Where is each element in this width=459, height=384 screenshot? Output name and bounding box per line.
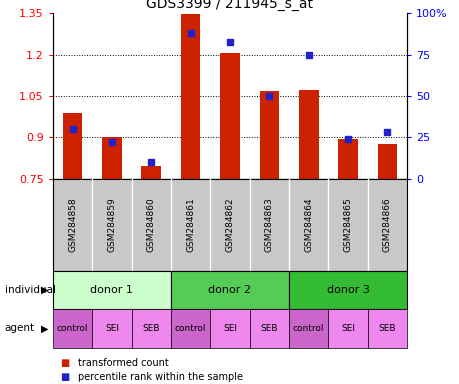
Bar bbox=[210, 309, 249, 348]
Text: ▶: ▶ bbox=[41, 323, 48, 333]
Text: control: control bbox=[174, 324, 206, 333]
Text: percentile rank within the sample: percentile rank within the sample bbox=[78, 372, 243, 382]
Text: donor 2: donor 2 bbox=[208, 285, 251, 295]
Text: donor 3: donor 3 bbox=[326, 285, 369, 295]
Text: SEB: SEB bbox=[378, 324, 395, 333]
Text: GSM284864: GSM284864 bbox=[303, 197, 313, 252]
Bar bbox=[53, 271, 171, 309]
Bar bbox=[259, 91, 279, 179]
Bar bbox=[288, 309, 328, 348]
Bar bbox=[298, 90, 318, 179]
Text: GSM284860: GSM284860 bbox=[146, 197, 156, 252]
Text: transformed count: transformed count bbox=[78, 358, 168, 368]
Text: GSM284863: GSM284863 bbox=[264, 197, 273, 252]
Text: SEB: SEB bbox=[260, 324, 278, 333]
Text: ▶: ▶ bbox=[41, 285, 48, 295]
Text: SEI: SEI bbox=[223, 324, 236, 333]
Bar bbox=[377, 144, 397, 179]
Text: donor 1: donor 1 bbox=[90, 285, 133, 295]
Text: control: control bbox=[57, 324, 88, 333]
Text: GSM284858: GSM284858 bbox=[68, 197, 77, 252]
Text: GSM284865: GSM284865 bbox=[343, 197, 352, 252]
Bar bbox=[62, 113, 82, 179]
Title: GDS3399 / 211945_s_at: GDS3399 / 211945_s_at bbox=[146, 0, 313, 11]
Bar bbox=[288, 271, 406, 309]
Text: SEI: SEI bbox=[340, 324, 354, 333]
Text: agent: agent bbox=[5, 323, 34, 333]
Bar bbox=[180, 14, 200, 179]
Text: GSM284862: GSM284862 bbox=[225, 197, 234, 252]
Bar bbox=[131, 309, 171, 348]
Bar bbox=[141, 166, 161, 179]
Bar bbox=[220, 53, 239, 179]
Bar bbox=[92, 309, 131, 348]
Text: individual: individual bbox=[5, 285, 56, 295]
Text: SEB: SEB bbox=[142, 324, 160, 333]
Text: control: control bbox=[292, 324, 324, 333]
Text: ■: ■ bbox=[60, 372, 69, 382]
Bar bbox=[171, 309, 210, 348]
Bar bbox=[171, 271, 288, 309]
Text: GSM284861: GSM284861 bbox=[186, 197, 195, 252]
Text: ■: ■ bbox=[60, 358, 69, 368]
Text: GSM284866: GSM284866 bbox=[382, 197, 391, 252]
Text: SEI: SEI bbox=[105, 324, 119, 333]
Bar bbox=[337, 139, 357, 179]
Bar bbox=[249, 309, 288, 348]
Text: GSM284859: GSM284859 bbox=[107, 197, 116, 252]
Bar bbox=[53, 309, 92, 348]
Bar bbox=[328, 309, 367, 348]
Bar bbox=[367, 309, 406, 348]
Bar bbox=[102, 137, 122, 179]
